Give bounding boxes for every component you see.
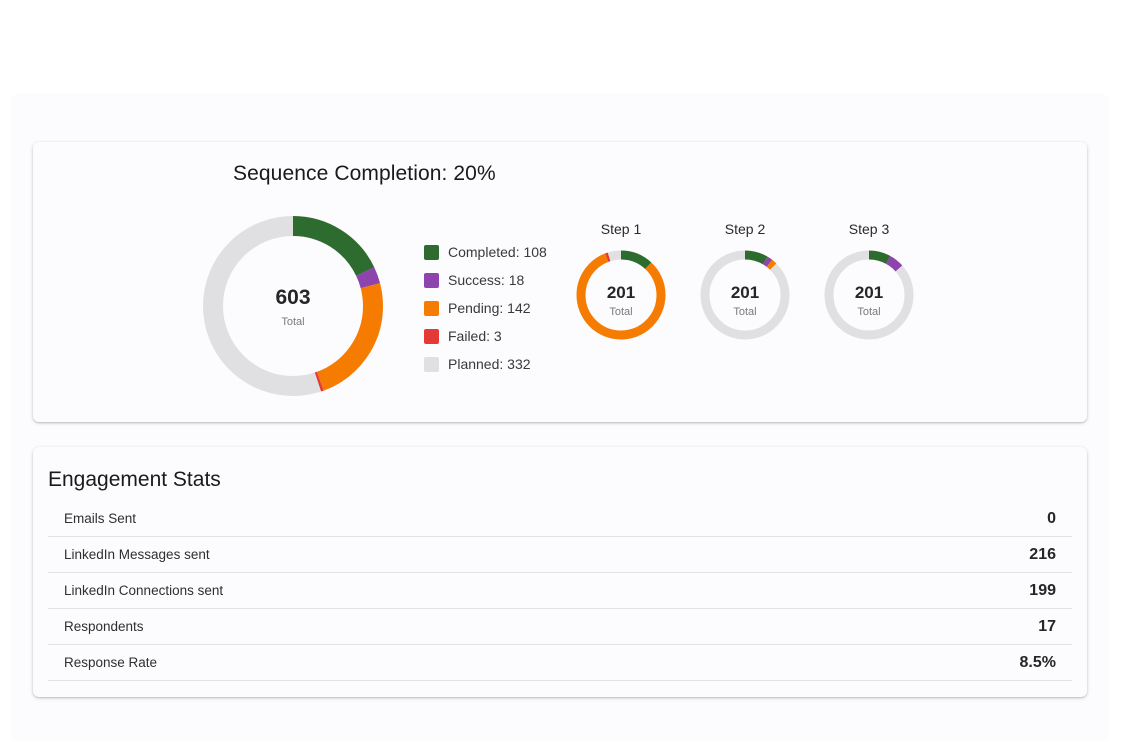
legend-swatch-failed [424,328,439,344]
step-1-donut: 201 Total [575,249,667,341]
step-3-title: Step 3 [848,221,890,237]
overall-total-label: Total [281,316,305,328]
status-legend: Completed: 108 Success: 18 Pending: 142 … [424,238,547,378]
legend-label-planned: Planned: 332 [448,356,531,372]
stats-value: 0 [1047,509,1056,527]
engagement-stats-table: Emails Sent 0 LinkedIn Messages sent 216… [48,501,1072,681]
stats-value: 199 [1029,581,1056,599]
legend-item-failed: Failed: 3 [424,322,547,350]
donut-segment-planned [576,250,666,340]
stats-row-respondents: Respondents 17 [48,609,1072,645]
step-3-total-label: Total [857,306,881,318]
donut-segment-planned [824,250,914,340]
stats-row-linkedin-messages: LinkedIn Messages sent 216 [48,537,1072,573]
step-1-total-value: 201 [606,283,636,302]
step-2-total-label: Total [733,306,757,318]
step-1-chart: Step 1 201 Total [575,220,667,344]
donut-segment-planned [203,216,383,396]
legend-item-pending: Pending: 142 [424,294,547,322]
step-2-total-value: 201 [730,283,760,302]
legend-label-failed: Failed: 3 [448,328,502,344]
legend-label-completed: Completed: 108 [448,244,547,260]
donut-segment-planned [700,250,790,340]
step-1-title: Step 1 [600,221,642,237]
stats-value: 216 [1029,545,1056,563]
step-2-chart: Step 2 201 Total [699,220,791,344]
stats-label: Response Rate [64,655,158,670]
stats-row-response-rate: Response Rate 8.5% [48,645,1072,681]
step-2-donut-svg [700,250,790,340]
stats-label: LinkedIn Messages sent [64,547,210,562]
engagement-stats-title: Engagement Stats [48,468,221,491]
overall-donut-chart: 603 Total [202,215,384,397]
donut-segment-pending [203,216,383,396]
step-1-total-label: Total [609,306,633,318]
legend-item-planned: Planned: 332 [424,350,547,378]
step-3-donut: 201 Total [823,249,915,341]
engagement-stats-card: Engagement Stats Emails Sent 0 LinkedIn … [33,447,1087,697]
legend-swatch-planned [424,356,439,372]
donut-segment-pending [576,250,666,340]
stats-label: Emails Sent [64,511,137,526]
stats-label: Respondents [64,619,144,634]
legend-swatch-pending [424,300,439,316]
legend-swatch-success [424,272,439,288]
stats-row-linkedin-connections: LinkedIn Connections sent 199 [48,573,1072,609]
overall-total-value: 603 [275,286,311,309]
legend-label-success: Success: 18 [448,272,525,288]
stats-value: 17 [1038,617,1056,635]
stats-row-emails-sent: Emails Sent 0 [48,501,1072,537]
overall-donut-svg [203,216,383,396]
legend-item-success: Success: 18 [424,266,547,294]
sequence-completion-title: Sequence Completion: 20% [233,162,496,185]
step-3-donut-svg [824,250,914,340]
step-3-chart: Step 3 201 Total [823,220,915,344]
step-1-donut-svg [576,250,666,340]
step-2-title: Step 2 [724,221,766,237]
legend-swatch-completed [424,244,439,260]
step-2-donut: 201 Total [699,249,791,341]
legend-label-pending: Pending: 142 [448,300,531,316]
legend-item-completed: Completed: 108 [424,238,547,266]
step-3-total-value: 201 [854,283,884,302]
sequence-completion-card: Sequence Completion: 20% 603 Total Compl… [33,142,1087,422]
stats-value: 8.5% [1019,653,1056,671]
stats-label: LinkedIn Connections sent [64,583,224,598]
